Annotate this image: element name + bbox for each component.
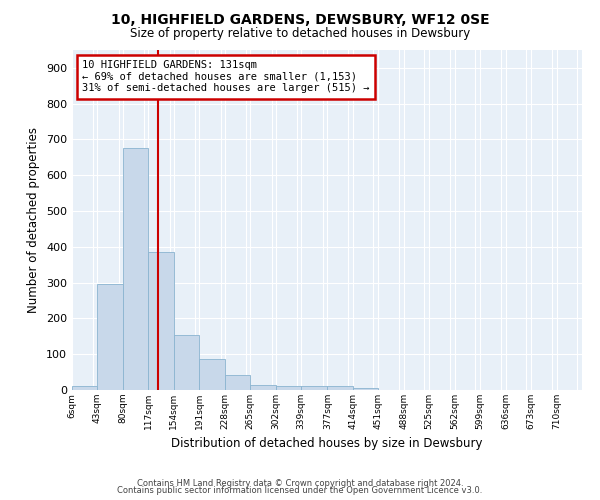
Text: 10 HIGHFIELD GARDENS: 131sqm
← 69% of detached houses are smaller (1,153)
31% of: 10 HIGHFIELD GARDENS: 131sqm ← 69% of de… <box>82 60 370 94</box>
Text: Contains public sector information licensed under the Open Government Licence v3: Contains public sector information licen… <box>118 486 482 495</box>
Text: 10, HIGHFIELD GARDENS, DEWSBURY, WF12 0SE: 10, HIGHFIELD GARDENS, DEWSBURY, WF12 0S… <box>110 12 490 26</box>
Bar <box>72 386 97 390</box>
Bar <box>148 252 174 390</box>
Bar <box>225 375 250 390</box>
Text: Size of property relative to detached houses in Dewsbury: Size of property relative to detached ho… <box>130 28 470 40</box>
Bar <box>199 358 225 390</box>
Text: Contains HM Land Registry data © Crown copyright and database right 2024.: Contains HM Land Registry data © Crown c… <box>137 478 463 488</box>
Bar <box>250 384 276 390</box>
Bar <box>276 386 301 390</box>
Bar <box>353 388 378 390</box>
Bar <box>301 386 328 390</box>
Bar <box>123 148 148 390</box>
Bar <box>174 334 199 390</box>
Y-axis label: Number of detached properties: Number of detached properties <box>28 127 40 313</box>
X-axis label: Distribution of detached houses by size in Dewsbury: Distribution of detached houses by size … <box>171 438 483 450</box>
Bar <box>328 386 353 390</box>
Bar <box>97 284 123 390</box>
